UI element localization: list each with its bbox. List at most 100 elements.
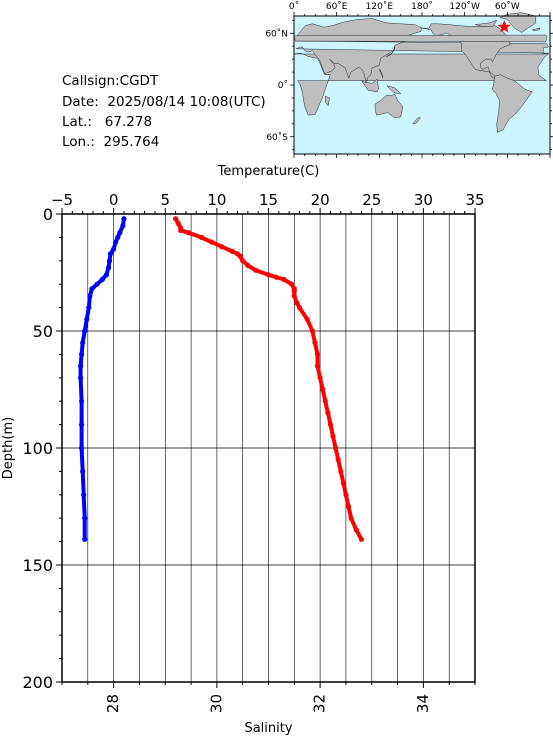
salinity-data-point [240, 258, 246, 264]
salinity-data-point [289, 281, 295, 287]
depth-tick-label: 50 [33, 322, 53, 341]
temperature-data-point [86, 305, 92, 311]
temperature-data-point [113, 239, 119, 245]
salinity-data-point [333, 445, 339, 451]
salinity-data-point [173, 216, 179, 222]
salinity-data-point [185, 230, 192, 236]
temperature-data-point [121, 216, 127, 222]
map-longitude-label: 60˚W [495, 1, 520, 12]
depth-tick-label: 200 [22, 673, 53, 692]
temperature-data-point [117, 230, 123, 236]
temperature-tick-label: 10 [207, 191, 226, 209]
temperature-data-point [79, 422, 85, 428]
latitude-label: Lat.: 67.278 [62, 114, 153, 130]
depth-axis-label: Depth(m) [1, 417, 16, 479]
land-shape [475, 19, 498, 27]
temperature-data-point [84, 316, 90, 322]
land-shape [293, 34, 547, 43]
map-longitude-label: 120˚W [449, 1, 480, 12]
map-longitude-label: 0˚ [289, 1, 299, 12]
salinity-data-point [294, 300, 300, 306]
temperature-tick-label: 5 [160, 191, 170, 209]
land-shape [386, 46, 396, 57]
temperature-data-point [120, 223, 126, 229]
salinity-data-point [348, 515, 354, 521]
salinity-data-point [253, 267, 259, 273]
temperature-data-point [81, 492, 87, 498]
temperature-data-point [103, 272, 109, 278]
temperature-data-point [105, 265, 112, 271]
temperature-data-point [107, 251, 114, 257]
land-shape [492, 74, 533, 133]
salinity-data-point [345, 503, 352, 510]
temperature-axis-label: Temperature(C) [217, 164, 320, 179]
depth-tick-label: 150 [22, 556, 53, 575]
temperature-data-point [79, 351, 85, 357]
map-longitude-label: 120˚E [366, 1, 394, 12]
land-shape [499, 12, 536, 33]
land-shape [412, 117, 422, 125]
depth-tick-label: 100 [22, 439, 53, 458]
salinity-data-point [314, 363, 321, 369]
salinity-data-point [245, 262, 251, 269]
salinity-data-point [237, 253, 243, 259]
temperature-data-point [82, 515, 88, 521]
land-shape [378, 69, 384, 79]
salinity-data-point [296, 305, 303, 311]
salinity-data-point [175, 220, 181, 226]
salinity-data-point [209, 239, 215, 245]
temperature-data-point [106, 258, 113, 264]
temperature-data-point [94, 281, 100, 287]
land-shape [374, 94, 404, 119]
salinity-data-point [219, 244, 225, 250]
temperature-data-point [80, 340, 86, 346]
land-shape [294, 18, 549, 84]
salinity-data-point [229, 248, 235, 254]
salinity-data-point [291, 288, 297, 294]
temperature-tick-label: 20 [311, 191, 330, 209]
salinity-data-point [325, 410, 331, 416]
date-label: Date: 2025/08/14 10:08(UTC) [62, 94, 266, 110]
temperature-data-point [79, 398, 85, 404]
salinity-tick-label: 28 [104, 694, 122, 713]
salinity-data-point [322, 398, 328, 404]
salinity-data-point [314, 351, 321, 357]
temperature-data-point [89, 286, 95, 292]
salinity-data-point [335, 457, 341, 463]
salinity-data-point [198, 234, 204, 240]
temperature-data-point [80, 468, 86, 474]
salinity-tick-label: 32 [311, 694, 329, 713]
salinity-data-point [304, 316, 310, 322]
salinity-data-point [273, 274, 279, 280]
salinity-data-point [340, 480, 346, 486]
world-map: 0˚ 60˚E 120˚E 180˚ 120˚W 60˚W 60˚N 0˚ 60˚S [265, 1, 553, 158]
temperature-profile-line [78, 216, 126, 542]
longitude-label: Lon.: 295.764 [62, 134, 160, 150]
temperature-data-point [78, 363, 84, 369]
map-longitude-label: 60˚E [326, 1, 348, 12]
temperature-data-point [87, 293, 93, 299]
depth-tick-label: 0 [43, 205, 53, 224]
temperature-tick-label: −5 [51, 191, 73, 209]
salinity-data-point [281, 276, 287, 283]
salinity-data-point [327, 422, 334, 428]
salinity-data-point [265, 272, 272, 278]
land-shape [531, 27, 541, 31]
temperature-tick-label: 25 [362, 191, 381, 209]
salinity-tick-label: 30 [207, 694, 225, 713]
temperature-data-point [115, 234, 121, 240]
temperature-tick-label: 30 [414, 191, 433, 209]
land-shape [361, 78, 379, 93]
salinity-data-point [358, 536, 364, 542]
temperature-data-point [111, 246, 117, 252]
salinity-data-point [343, 492, 349, 498]
temperature-data-point [82, 536, 88, 542]
temperature-data-point [78, 375, 84, 381]
station-marker [497, 20, 511, 33]
map-latitude-label: 0˚ [278, 80, 288, 91]
temperature-data-point [79, 445, 85, 451]
map-latitude-label: 60˚S [266, 132, 288, 143]
salinity-data-point [178, 227, 184, 233]
temperature-data-point [99, 276, 105, 283]
map-longitude-label: 180˚ [411, 1, 433, 12]
